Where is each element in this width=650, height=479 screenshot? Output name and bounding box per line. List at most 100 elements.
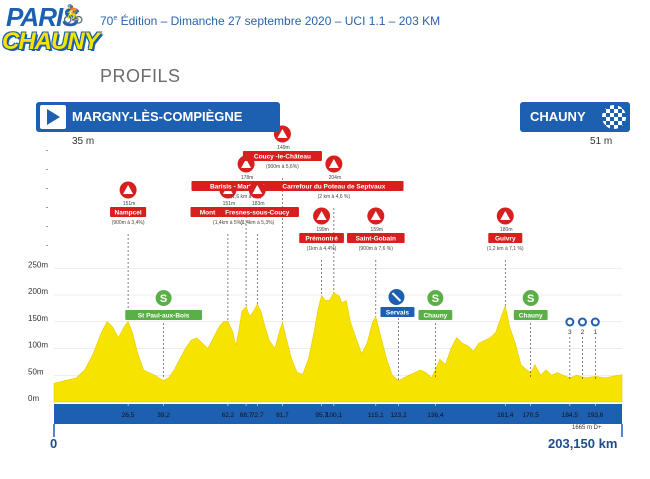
x-tick-label: 123,2 <box>390 412 407 419</box>
lap-icon-inner <box>567 319 573 325</box>
climb-detail: (2 km à 4,6 %) <box>318 194 351 200</box>
climb-name-box <box>347 233 405 243</box>
climb-detail: (1,4km à 5%) <box>213 220 243 226</box>
x-tick-label: 193,6 <box>587 412 604 419</box>
x-tick-label: 115,1 <box>368 412 384 419</box>
tick-mark <box>46 169 48 170</box>
mountain-icon <box>252 185 263 194</box>
tick-mark <box>46 150 48 151</box>
mountain-icon <box>328 159 339 168</box>
finish-banner: CHAUNY <box>520 102 630 132</box>
sprint-icon <box>522 290 539 306</box>
mountain-icon <box>123 185 134 194</box>
edition-suffix: e <box>113 15 118 22</box>
climb-detail: (900m à 7,6 %) <box>359 246 394 252</box>
race-subtitle: 70e Édition – Dimanche 27 septembre 2020… <box>100 14 440 28</box>
x-tick-label: 68,7 <box>240 412 253 419</box>
climb-name-box <box>299 233 344 243</box>
climb-name: Prémontré <box>305 236 338 243</box>
climb-altitude: 151m <box>223 201 236 207</box>
sprint-name: Chauny <box>423 313 447 320</box>
cyclist-icon: 🚴 <box>62 4 85 24</box>
sprint-icon <box>427 290 444 306</box>
climb-name: Nampcel <box>115 210 142 217</box>
tick-mark <box>46 207 48 208</box>
x-tick-label: 72,7 <box>251 412 264 419</box>
mountain-icon <box>316 211 327 220</box>
checkered-flag-icon <box>602 105 626 129</box>
mountain-icon <box>241 159 252 168</box>
finish-km: 203,150 km <box>548 436 618 451</box>
climb-name-box <box>488 233 523 243</box>
x-tick-label: 161,4 <box>497 412 514 419</box>
sprint-icon-letter: S <box>432 293 439 305</box>
lap-number: 2 <box>581 329 585 336</box>
climb-name: Coucy -le-Château <box>254 154 311 161</box>
logo-chauny-text: CHAUNY <box>2 28 100 55</box>
climb-detail: (1,2 km à 7,1 %) <box>487 246 524 252</box>
start-km: 0 <box>50 436 58 451</box>
climb-name-box <box>215 207 299 217</box>
x-tick-label: 184,5 <box>562 412 579 419</box>
climb-name-box <box>264 181 404 191</box>
climb-altitude: 149m <box>277 145 290 151</box>
finish-town: CHAUNY <box>530 109 586 124</box>
climb-name-box <box>110 207 147 217</box>
tick-mark <box>46 226 48 227</box>
climb-altitude: 151m <box>123 201 136 207</box>
sprint-name-box <box>418 310 453 320</box>
subtitle-text: Édition – Dimanche 27 septembre 2020 – U… <box>117 14 441 28</box>
x-tick-label: 62,2 <box>222 412 235 419</box>
climb-name: Fresnes-sous-Coucy <box>225 210 290 217</box>
y-tick-label: 250m <box>28 260 48 269</box>
tick-mark <box>46 188 48 189</box>
lap-number: 3 <box>568 329 572 336</box>
sprint-name-box <box>513 310 548 320</box>
climb-detail: (1km à 4,4%) <box>307 246 337 252</box>
mountain-icon <box>370 211 381 220</box>
x-tick-label: 136,4 <box>427 412 444 419</box>
logo-paris-text: PARIS <box>6 2 80 32</box>
y-tick-label: 100m <box>28 341 48 350</box>
climb-altitude: 180m <box>500 227 513 233</box>
x-tick-label: 170,5 <box>523 412 540 419</box>
x-tick-label: 95,7 <box>315 412 328 419</box>
climb-altitude: 178m <box>241 175 254 181</box>
climb-detail: (900m à 3,4%) <box>112 220 145 226</box>
tick-mark <box>46 245 48 246</box>
x-tick-label: 81,7 <box>276 412 289 419</box>
climb-altitude: 204m <box>329 175 342 181</box>
start-town: MARGNY-LÈS-COMPIÈGNE <box>72 109 243 124</box>
start-banner: MARGNY-LÈS-COMPIÈGNE <box>36 102 280 132</box>
lap-icon-inner <box>579 319 585 325</box>
y-tick-label: 0m <box>28 394 39 403</box>
mountain-icon <box>500 211 511 220</box>
finish-altitude: 51 m <box>590 136 613 147</box>
x-tick-label: 39,2 <box>157 412 170 419</box>
climb-name: Saint-Gobain <box>356 236 396 243</box>
paris-chauny-logo: PARIS CHAUNY 🚴 <box>2 0 100 68</box>
climb-detail: (1,4km à 5,3%) <box>240 220 274 226</box>
sprint-name: St Paul-aux-Bois <box>138 313 190 320</box>
sprint-icon-letter: S <box>527 293 534 305</box>
edition-number: 70 <box>100 14 114 28</box>
climb-name: Carrefour du Poteau de Septvaux <box>282 184 385 191</box>
elevation-gain: 1665 m D+ <box>572 425 602 431</box>
feed-name-box <box>380 307 415 317</box>
x-tick-label: 26,5 <box>122 412 135 419</box>
sprint-name-box <box>125 310 203 320</box>
feed-icon-mark <box>391 292 402 302</box>
y-tick-label: 150m <box>28 314 48 323</box>
sprint-icon-letter: S <box>160 293 167 305</box>
km-axis-band <box>54 404 622 424</box>
start-arrow-icon <box>40 105 66 129</box>
page-title: PROFILS <box>100 66 181 86</box>
sprint-icon <box>155 290 172 306</box>
climb-detail: (1,6 km à 5%) <box>231 194 262 200</box>
lap-number: 1 <box>593 329 597 336</box>
y-tick-label: 200m <box>28 287 48 296</box>
x-tick-label: 100,1 <box>326 412 343 419</box>
climb-altitude: 159m <box>371 227 384 233</box>
